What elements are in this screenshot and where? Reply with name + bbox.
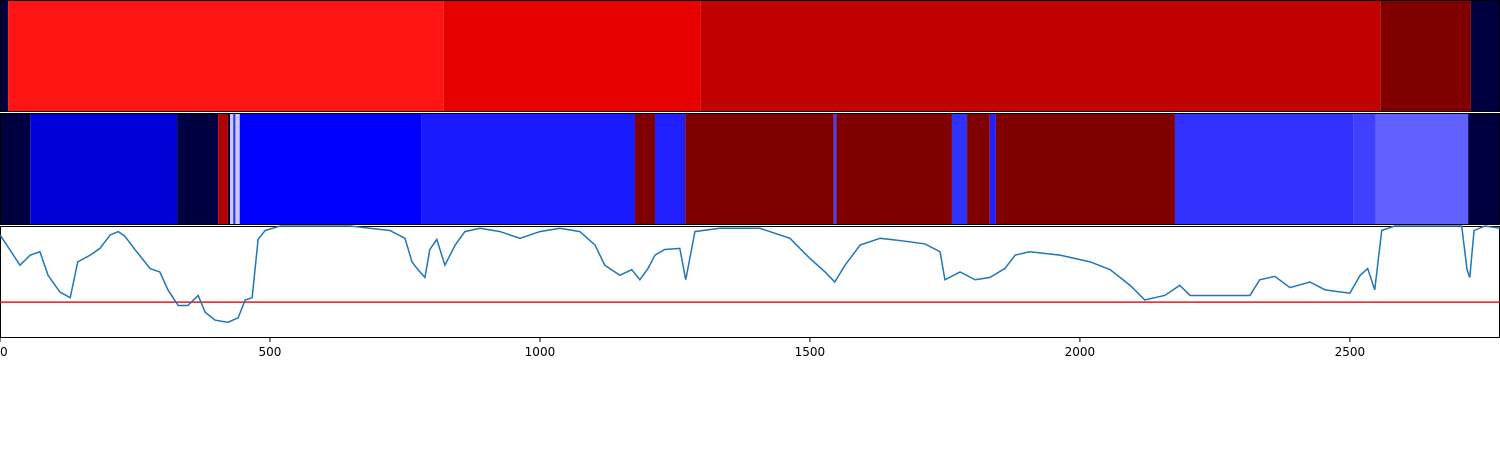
segment — [443, 0, 701, 112]
segment — [836, 113, 952, 225]
x-tick-label: 500 — [259, 345, 282, 359]
segment — [177, 113, 219, 225]
segment — [1353, 113, 1376, 225]
segment — [995, 113, 1175, 225]
segment — [233, 113, 236, 225]
segment — [218, 113, 228, 225]
segment — [1380, 0, 1471, 112]
segment — [227, 113, 231, 225]
x-tick-label: 1000 — [525, 345, 556, 359]
line-series — [0, 225, 1500, 324]
segment — [833, 113, 837, 225]
segment — [654, 113, 686, 225]
x-tick-label: 1500 — [795, 345, 826, 359]
segment — [1468, 113, 1500, 225]
segment — [30, 113, 178, 225]
segment — [1174, 113, 1354, 225]
segment — [0, 0, 9, 112]
segment — [634, 113, 655, 225]
segment — [700, 0, 1381, 112]
segment — [967, 113, 990, 225]
x-tick-label: 2500 — [1335, 345, 1366, 359]
panel-frame — [0, 226, 1500, 338]
segment — [235, 113, 240, 225]
segment — [230, 113, 234, 225]
segment — [1375, 113, 1469, 225]
segment — [0, 113, 31, 225]
segment — [1470, 0, 1500, 112]
segment — [685, 113, 834, 225]
x-tick-label: 2000 — [1065, 345, 1096, 359]
segment — [8, 0, 444, 112]
segment — [951, 113, 968, 225]
x-tick-label: 0 — [0, 345, 8, 359]
segment — [421, 113, 635, 225]
segment — [239, 113, 422, 225]
segment — [989, 113, 996, 225]
